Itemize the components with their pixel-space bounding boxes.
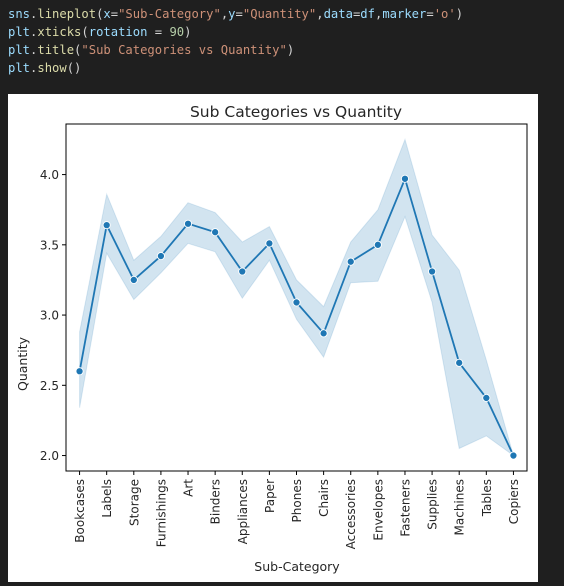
- x-tick-label: Binders: [209, 479, 223, 524]
- code-token: =: [147, 25, 170, 39]
- code-token: title: [37, 43, 75, 57]
- code-token: data: [323, 7, 353, 21]
- code-token: =: [235, 7, 243, 21]
- x-tick-label: Fasteners: [399, 479, 413, 537]
- code-token: plt: [8, 25, 31, 39]
- code-token: .: [30, 7, 38, 21]
- data-point: [319, 329, 328, 338]
- x-tick-label: Appliances: [236, 479, 250, 544]
- code-token: 90: [169, 25, 185, 39]
- code-token: =: [110, 7, 119, 21]
- data-point: [265, 239, 274, 248]
- code-token: xticks: [37, 25, 82, 39]
- data-point: [102, 221, 111, 230]
- y-tick-label: 2.5: [40, 379, 59, 393]
- output-area: Sub Categories vs Quantity Quantity Sub-…: [8, 94, 538, 582]
- code-token: ,: [374, 7, 383, 21]
- code-token: (: [74, 43, 82, 57]
- code-token: "Sub-Category": [118, 7, 221, 21]
- code-token: ): [455, 7, 464, 21]
- data-point: [156, 252, 165, 261]
- code-token: ): [184, 25, 192, 39]
- y-tick-label: 2.0: [40, 449, 59, 463]
- x-axis-label: Sub-Category: [254, 559, 340, 574]
- x-tick-label: Labels: [100, 479, 114, 518]
- x-tick-label: Copiers: [507, 479, 521, 524]
- x-tick-label: Bookcases: [73, 479, 87, 543]
- chart-title: Sub Categories vs Quantity: [190, 103, 402, 121]
- code-token: 'o': [433, 7, 456, 21]
- code-token: (: [81, 25, 89, 39]
- data-point: [373, 240, 382, 249]
- code-token: ): [286, 43, 295, 57]
- code-token: plt: [8, 43, 31, 57]
- code-cell[interactable]: sns.lineplot(x="Sub-Category",y="Quantit…: [0, 0, 564, 84]
- code-token: (): [66, 61, 82, 75]
- confidence-band: [79, 137, 515, 457]
- data-point: [482, 393, 491, 402]
- data-point: [346, 257, 355, 266]
- code-token: =: [426, 7, 434, 21]
- code-token: rotation: [88, 25, 148, 39]
- x-tick-label: Art: [182, 479, 196, 497]
- line-chart: Sub Categories vs Quantity Quantity Sub-…: [15, 103, 528, 574]
- x-tick-label: Envelopes: [371, 479, 385, 541]
- data-point: [211, 228, 220, 237]
- x-tick-label: Paper: [263, 479, 277, 513]
- code-token: plt: [8, 61, 31, 75]
- code-line: plt.xticks(rotation = 90): [8, 23, 191, 41]
- code-token: "Quantity": [242, 7, 317, 21]
- code-token: sns: [8, 7, 31, 21]
- data-point: [509, 451, 518, 460]
- code-token: ,: [316, 7, 324, 21]
- data-point: [292, 298, 301, 307]
- data-point: [129, 275, 138, 284]
- x-tick-label: Supplies: [426, 479, 440, 530]
- x-tick-label: Phones: [290, 479, 304, 522]
- code-token: show: [37, 61, 67, 75]
- code-token: ,: [220, 7, 229, 21]
- code-token: .: [30, 61, 38, 75]
- code-line: sns.lineplot(x="Sub-Category",y="Quantit…: [8, 5, 463, 23]
- code-token: x: [103, 7, 111, 21]
- x-tick-label: Tables: [480, 479, 494, 517]
- data-point: [428, 267, 437, 276]
- code-token: "Sub Categories vs Quantity": [81, 43, 287, 57]
- code-token: marker: [382, 7, 427, 21]
- x-tick-label: Furnishings: [154, 479, 168, 547]
- data-point: [238, 267, 247, 276]
- y-tick-label: 3.0: [40, 309, 59, 323]
- code-token: (: [96, 7, 104, 21]
- code-line: plt.title("Sub Categories vs Quantity"): [8, 41, 294, 59]
- data-point: [183, 219, 193, 228]
- data-point: [400, 174, 410, 183]
- code-token: lineplot: [37, 7, 97, 21]
- y-axis-label: Quantity: [15, 336, 30, 391]
- code-token: =: [352, 7, 361, 21]
- data-point: [75, 367, 84, 376]
- code-token: .: [30, 43, 38, 57]
- x-tick-label: Storage: [127, 479, 141, 526]
- y-tick-label: 3.5: [40, 238, 59, 252]
- code-token: .: [30, 25, 38, 39]
- data-point: [455, 358, 464, 367]
- x-tick-label: Accessories: [344, 479, 358, 549]
- x-tick-label: Chairs: [317, 479, 331, 517]
- code-token: df: [360, 7, 375, 21]
- y-tick-label: 4.0: [40, 168, 59, 182]
- x-tick-label: Machines: [453, 479, 467, 535]
- code-token: y: [228, 7, 236, 21]
- code-line: plt.show(): [8, 59, 81, 77]
